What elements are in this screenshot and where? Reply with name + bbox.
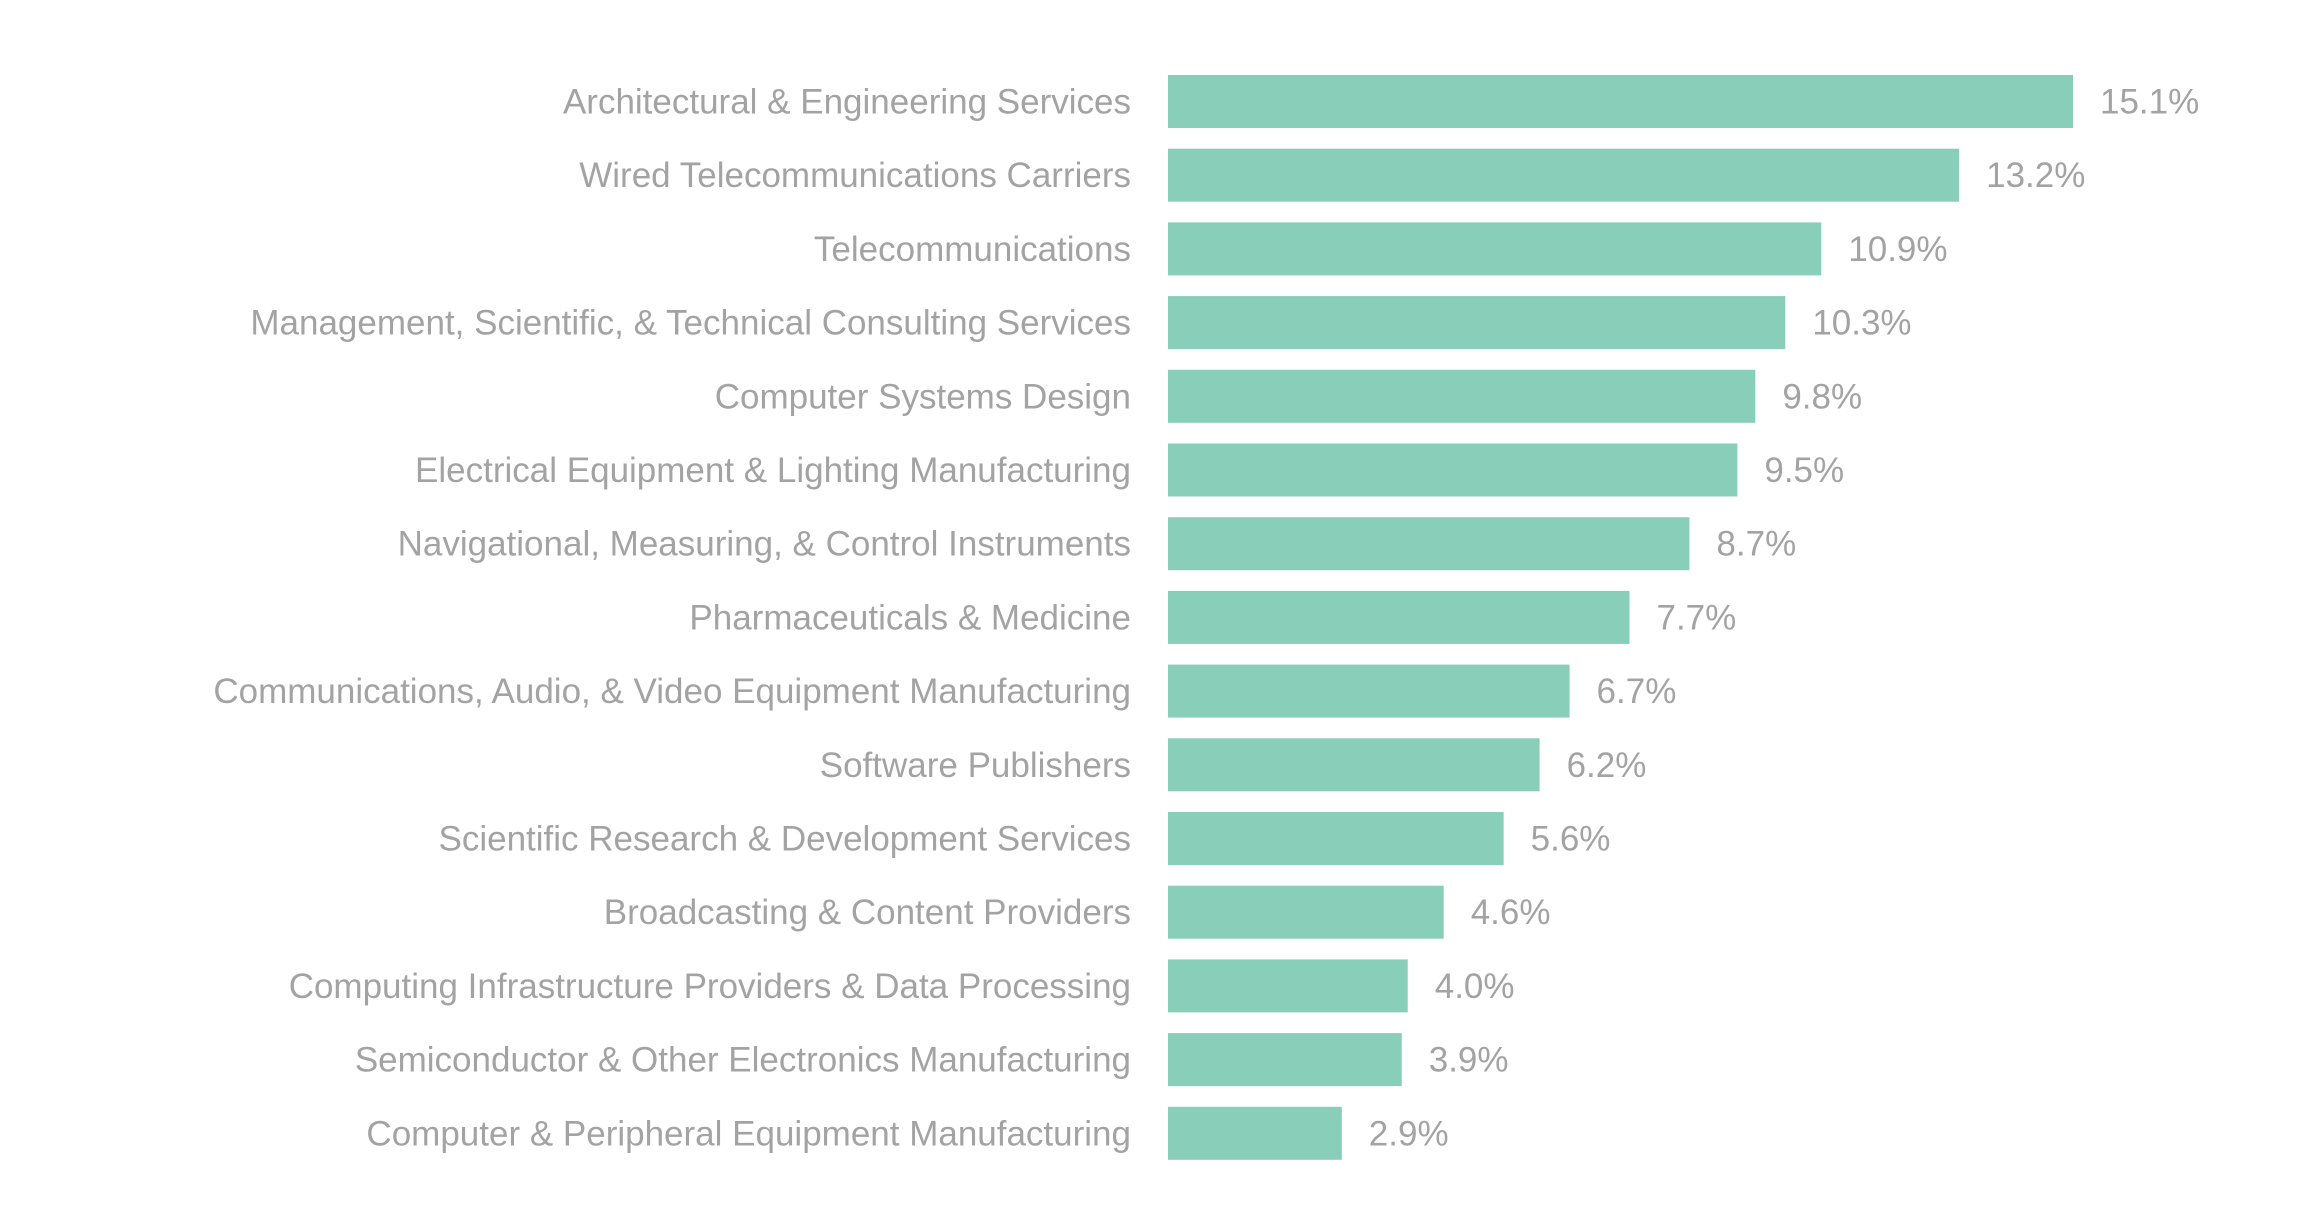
category-label: Architectural & Engineering Services bbox=[563, 83, 1131, 122]
bar bbox=[1168, 443, 1738, 497]
value-label: 6.7% bbox=[1597, 672, 1677, 711]
value-label: 8.7% bbox=[1716, 525, 1796, 564]
value-label: 10.9% bbox=[1848, 230, 1947, 269]
category-label: Software Publishers bbox=[820, 746, 1131, 785]
value-label: 10.3% bbox=[1812, 304, 1911, 343]
category-label: Navigational, Measuring, & Control Instr… bbox=[398, 525, 1131, 564]
bar bbox=[1168, 664, 1570, 718]
bar bbox=[1168, 296, 1786, 350]
category-label: Management, Scientific, & Technical Cons… bbox=[250, 304, 1131, 343]
category-label: Wired Telecommunications Carriers bbox=[579, 156, 1131, 195]
value-label: 3.9% bbox=[1429, 1041, 1509, 1080]
bar bbox=[1168, 148, 1960, 202]
value-label: 9.5% bbox=[1764, 451, 1844, 490]
category-label: Scientific Research & Development Servic… bbox=[438, 820, 1131, 859]
value-label: 13.2% bbox=[1986, 156, 2085, 195]
value-label: 2.9% bbox=[1369, 1114, 1449, 1153]
bar bbox=[1168, 812, 1504, 865]
category-label: Broadcasting & Content Providers bbox=[604, 893, 1131, 932]
value-label: 15.1% bbox=[2100, 83, 2199, 122]
bar bbox=[1168, 590, 1630, 644]
category-label: Telecommunications bbox=[814, 230, 1131, 269]
value-label: 5.6% bbox=[1531, 820, 1611, 859]
bar bbox=[1168, 1033, 1402, 1087]
value-label: 9.8% bbox=[1782, 377, 1862, 416]
bar bbox=[1168, 738, 1540, 792]
category-label: Pharmaceuticals & Medicine bbox=[689, 598, 1131, 637]
value-label: 4.0% bbox=[1435, 967, 1515, 1006]
category-label: Computer Systems Design bbox=[715, 377, 1131, 416]
bar bbox=[1168, 959, 1408, 1013]
bar bbox=[1168, 1106, 1342, 1160]
value-label: 4.6% bbox=[1471, 893, 1551, 932]
category-label: Computing Infrastructure Providers & Dat… bbox=[289, 967, 1131, 1006]
value-label: 6.2% bbox=[1567, 746, 1647, 785]
value-label: 7.7% bbox=[1656, 598, 1736, 637]
bar bbox=[1168, 885, 1444, 939]
category-label: Computer & Peripheral Equipment Manufact… bbox=[366, 1114, 1131, 1153]
bar bbox=[1168, 369, 1756, 423]
category-label: Electrical Equipment & Lighting Manufact… bbox=[415, 451, 1131, 490]
bar bbox=[1168, 222, 1822, 276]
bar bbox=[1168, 75, 2073, 128]
category-label: Semiconductor & Other Electronics Manufa… bbox=[355, 1041, 1131, 1080]
category-label: Communications, Audio, & Video Equipment… bbox=[213, 672, 1131, 711]
bar bbox=[1168, 517, 1690, 571]
